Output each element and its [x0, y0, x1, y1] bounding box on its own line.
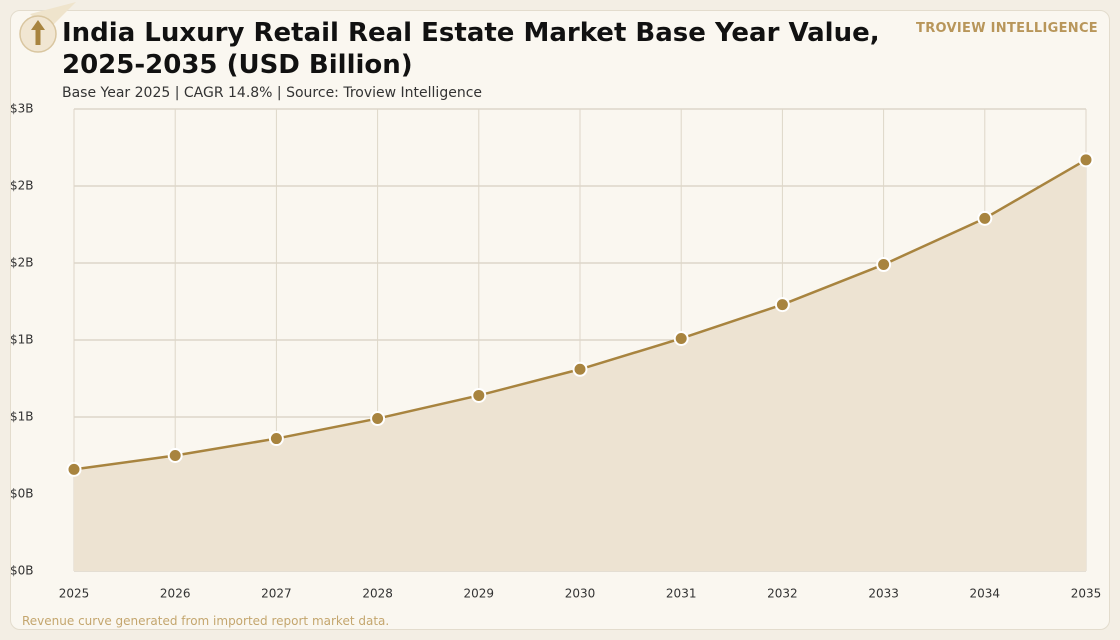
x-tick-label: 2032 — [767, 587, 798, 601]
marker — [167, 448, 183, 463]
chart-title: India Luxury Retail Real Estate Market B… — [62, 18, 880, 80]
marker — [370, 411, 386, 427]
marker — [66, 461, 82, 477]
y-tick-label: $2B — [10, 179, 34, 193]
marker — [268, 431, 284, 447]
y-tick-label: $0B — [10, 487, 34, 501]
y-tick-label: $2B — [10, 256, 34, 270]
marker — [673, 330, 689, 346]
marker — [471, 387, 487, 403]
x-tick-label: 2029 — [464, 587, 495, 601]
x-tick-label: 2033 — [868, 587, 899, 601]
x-tick-label: 2028 — [362, 587, 393, 601]
marker — [774, 297, 790, 313]
x-tick-label: 2034 — [970, 587, 1001, 601]
x-tick-label: 2035 — [1071, 587, 1102, 601]
marker — [1078, 152, 1094, 168]
y-tick-label: $1B — [10, 333, 34, 347]
marker — [876, 257, 892, 273]
footnote: Revenue curve generated from imported re… — [22, 614, 390, 628]
x-tick-label: 2026 — [160, 587, 191, 601]
x-tick-label: 2030 — [565, 587, 596, 601]
y-tick-label: $1B — [10, 410, 34, 424]
x-tick-label: 2027 — [261, 587, 292, 601]
marker — [977, 210, 993, 226]
x-tick-label: 2031 — [666, 587, 697, 601]
x-tick-label: 2025 — [59, 587, 90, 601]
y-tick-label: $3B — [10, 102, 34, 116]
brand: TROVIEW INTELLIGENCE — [916, 21, 1098, 36]
y-tick-label: $0B — [10, 564, 34, 578]
marker — [572, 361, 588, 377]
logo — [19, 2, 76, 53]
area — [74, 159, 1086, 571]
chart-subtitle: Base Year 2025 | CAGR 14.8% | Source: Tr… — [62, 85, 483, 101]
